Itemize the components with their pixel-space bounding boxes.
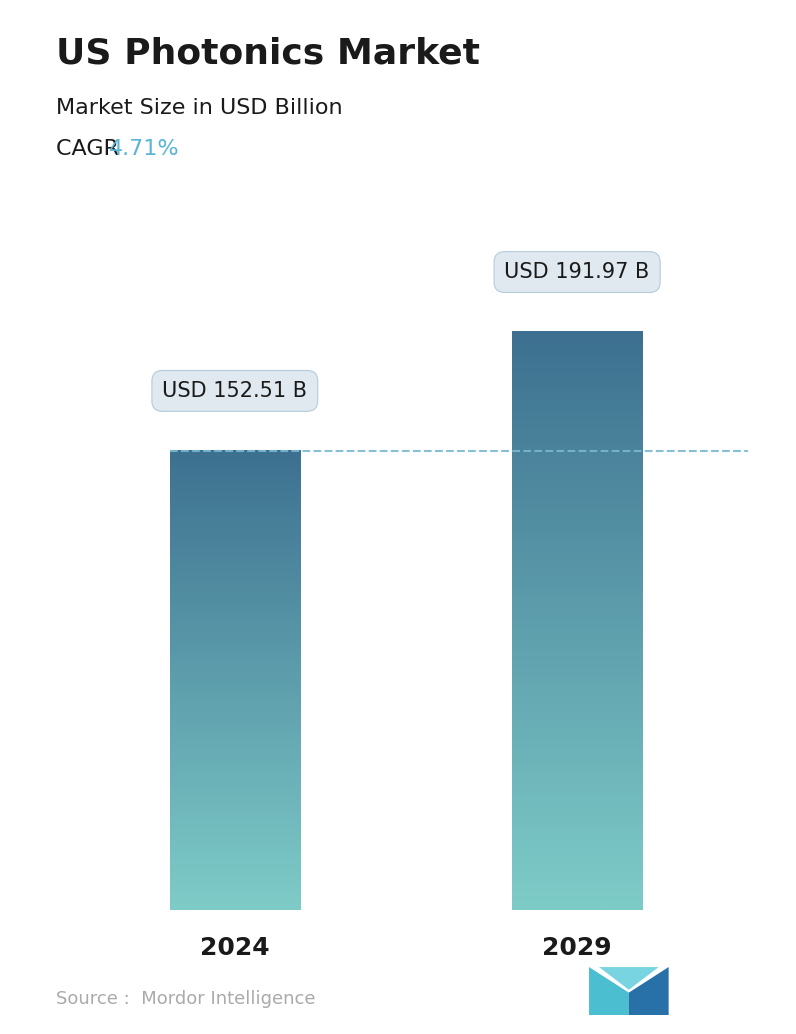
Text: USD 191.97 B: USD 191.97 B (505, 262, 650, 282)
Text: USD 152.51 B: USD 152.51 B (162, 381, 307, 401)
Text: Source :  Mordor Intelligence: Source : Mordor Intelligence (56, 991, 315, 1008)
Text: Market Size in USD Billion: Market Size in USD Billion (56, 98, 342, 118)
Polygon shape (599, 967, 658, 990)
Polygon shape (629, 967, 669, 1015)
Text: US Photonics Market: US Photonics Market (56, 36, 480, 70)
Text: 2024: 2024 (200, 936, 270, 960)
Text: 4.71%: 4.71% (109, 139, 180, 158)
Polygon shape (589, 967, 629, 1015)
Text: CAGR: CAGR (56, 139, 126, 158)
Text: 2029: 2029 (542, 936, 612, 960)
